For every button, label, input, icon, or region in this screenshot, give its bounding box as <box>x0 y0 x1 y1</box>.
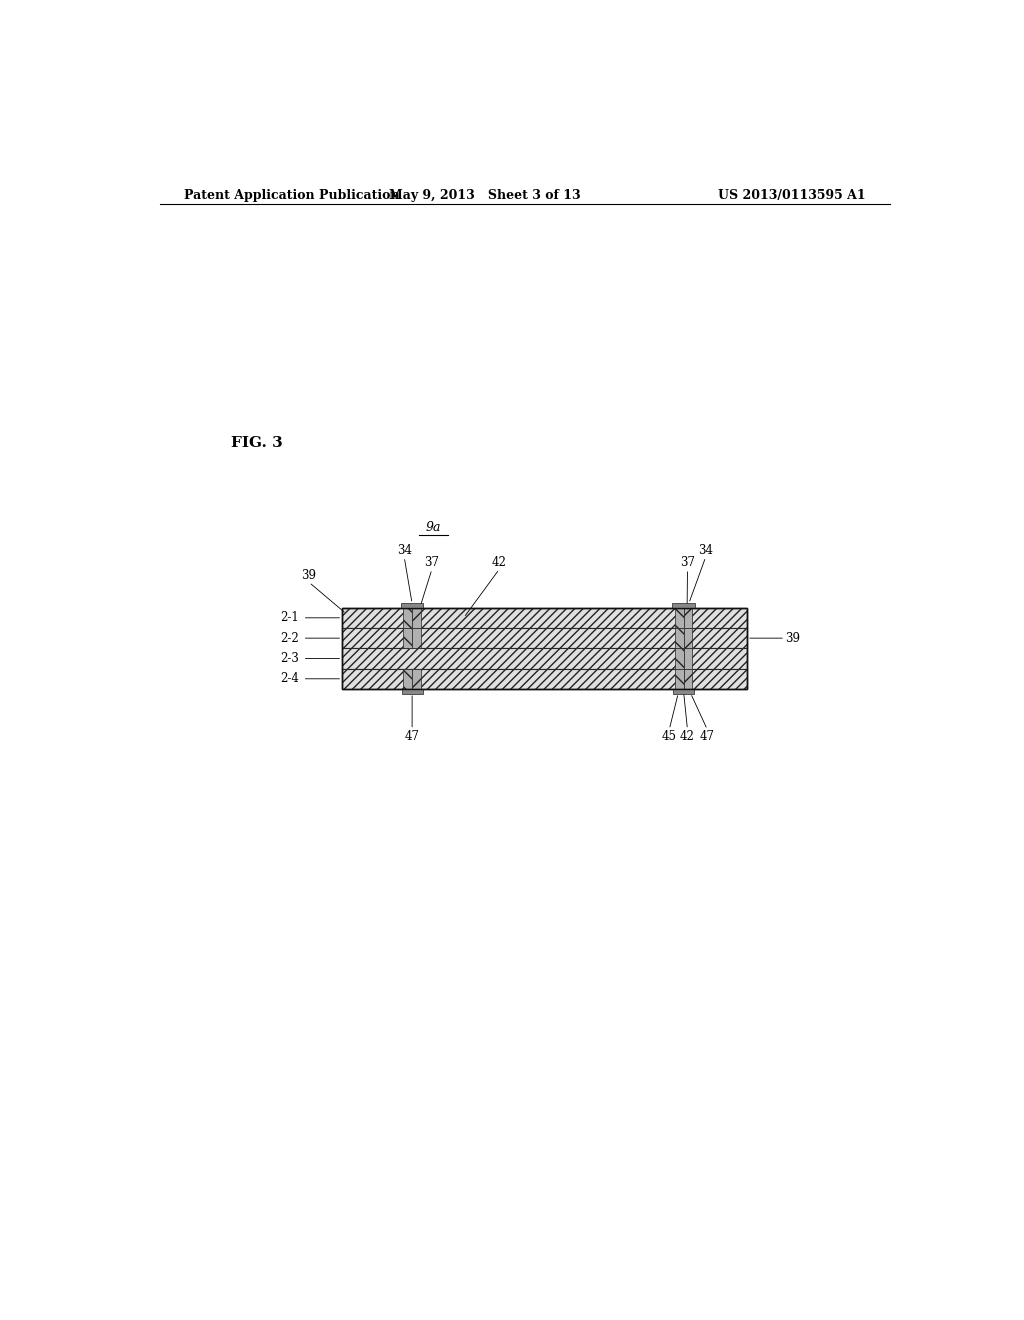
Text: 37: 37 <box>425 556 439 569</box>
Bar <box>672 602 695 607</box>
Bar <box>342 628 748 648</box>
Text: 2-4: 2-4 <box>280 672 299 685</box>
Text: 9a: 9a <box>426 521 441 535</box>
Text: 34: 34 <box>396 544 412 557</box>
Bar <box>684 669 692 689</box>
Text: 34: 34 <box>698 544 714 557</box>
Text: Patent Application Publication: Patent Application Publication <box>183 189 399 202</box>
Text: 45: 45 <box>662 730 677 743</box>
Text: 39: 39 <box>785 632 800 644</box>
Bar <box>675 669 684 689</box>
Bar <box>342 648 748 669</box>
Bar <box>675 628 684 648</box>
Text: 47: 47 <box>404 730 420 743</box>
Text: 42: 42 <box>492 556 507 569</box>
Text: 42: 42 <box>680 730 695 743</box>
Bar <box>403 628 412 648</box>
Bar <box>401 689 423 694</box>
Text: US 2013/0113595 A1: US 2013/0113595 A1 <box>719 189 866 202</box>
Text: May 9, 2013   Sheet 3 of 13: May 9, 2013 Sheet 3 of 13 <box>389 189 581 202</box>
Bar <box>684 628 692 648</box>
Text: 2-2: 2-2 <box>280 632 299 644</box>
Bar <box>342 669 748 689</box>
Bar <box>412 628 421 648</box>
Bar <box>675 607 684 628</box>
Bar <box>673 689 694 694</box>
Bar <box>675 648 684 669</box>
Bar <box>403 669 412 689</box>
Bar <box>684 648 692 669</box>
Text: 2-1: 2-1 <box>280 611 299 624</box>
Bar <box>400 602 424 607</box>
Bar <box>412 669 421 689</box>
Text: 47: 47 <box>699 730 715 743</box>
Text: FIG. 3: FIG. 3 <box>231 436 283 450</box>
Text: 2-3: 2-3 <box>280 652 299 665</box>
Bar <box>342 607 748 689</box>
Bar <box>342 607 748 628</box>
Bar <box>342 607 748 689</box>
Text: 39: 39 <box>301 569 316 582</box>
Text: 37: 37 <box>680 556 695 569</box>
Bar <box>684 607 692 628</box>
Bar <box>403 607 412 628</box>
Bar <box>412 607 421 628</box>
